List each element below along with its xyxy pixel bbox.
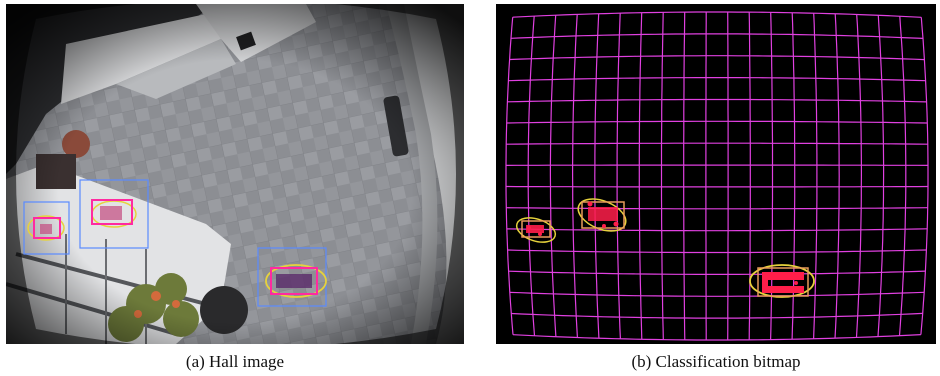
grid-line-horizontal xyxy=(511,312,923,319)
grid-line-horizontal xyxy=(507,98,927,103)
grid-line-horizontal xyxy=(509,55,925,61)
grid-line-vertical xyxy=(855,14,862,338)
caption-hall-image: (a) Hall image xyxy=(185,352,285,371)
grid-line-vertical xyxy=(594,13,600,339)
grid-line-vertical xyxy=(505,17,514,335)
grid-line-vertical xyxy=(898,16,907,336)
classification-grid xyxy=(505,11,929,341)
grid-line-vertical xyxy=(748,12,751,340)
detection-person-2 xyxy=(79,179,149,249)
classification-bitmap-panel xyxy=(496,4,936,344)
grid-line-horizontal xyxy=(507,249,927,254)
grid-line-horizontal xyxy=(512,11,922,18)
grid-line-vertical xyxy=(683,12,686,340)
blob-1 xyxy=(515,217,557,243)
grid-line-vertical xyxy=(549,15,557,337)
blob-3 xyxy=(749,264,815,298)
grid-line-horizontal xyxy=(506,142,928,145)
caption-classification-bitmap: (b) Classification bitmap xyxy=(631,352,801,371)
blob-2 xyxy=(577,198,627,232)
grid-line-horizontal xyxy=(506,228,928,232)
grid-line-vertical xyxy=(770,12,774,340)
grid-line-horizontal xyxy=(508,77,926,82)
detection-person-1 xyxy=(23,201,70,255)
grid-line-vertical xyxy=(527,16,536,336)
grid-line-vertical xyxy=(572,14,578,338)
grid-line-vertical xyxy=(813,13,818,339)
grid-line-vertical xyxy=(920,17,929,335)
grid-line-vertical xyxy=(660,12,664,340)
grid-line-horizontal xyxy=(506,120,928,124)
grid-line-vertical xyxy=(638,12,643,340)
grid-line-vertical xyxy=(791,12,796,340)
grid-line-vertical xyxy=(834,13,840,339)
grid-line-horizontal xyxy=(506,207,928,210)
grid-line-vertical xyxy=(616,13,621,339)
grid-line-horizontal xyxy=(512,334,921,341)
grid-line-vertical xyxy=(877,15,885,337)
grid-line-horizontal xyxy=(509,291,925,297)
hall-image xyxy=(6,4,464,344)
grid-line-horizontal xyxy=(510,33,924,39)
detection-person-3 xyxy=(257,247,327,307)
grid-line-horizontal xyxy=(508,270,926,275)
classification-bitmap xyxy=(496,4,936,344)
hall-image-panel xyxy=(6,4,464,344)
